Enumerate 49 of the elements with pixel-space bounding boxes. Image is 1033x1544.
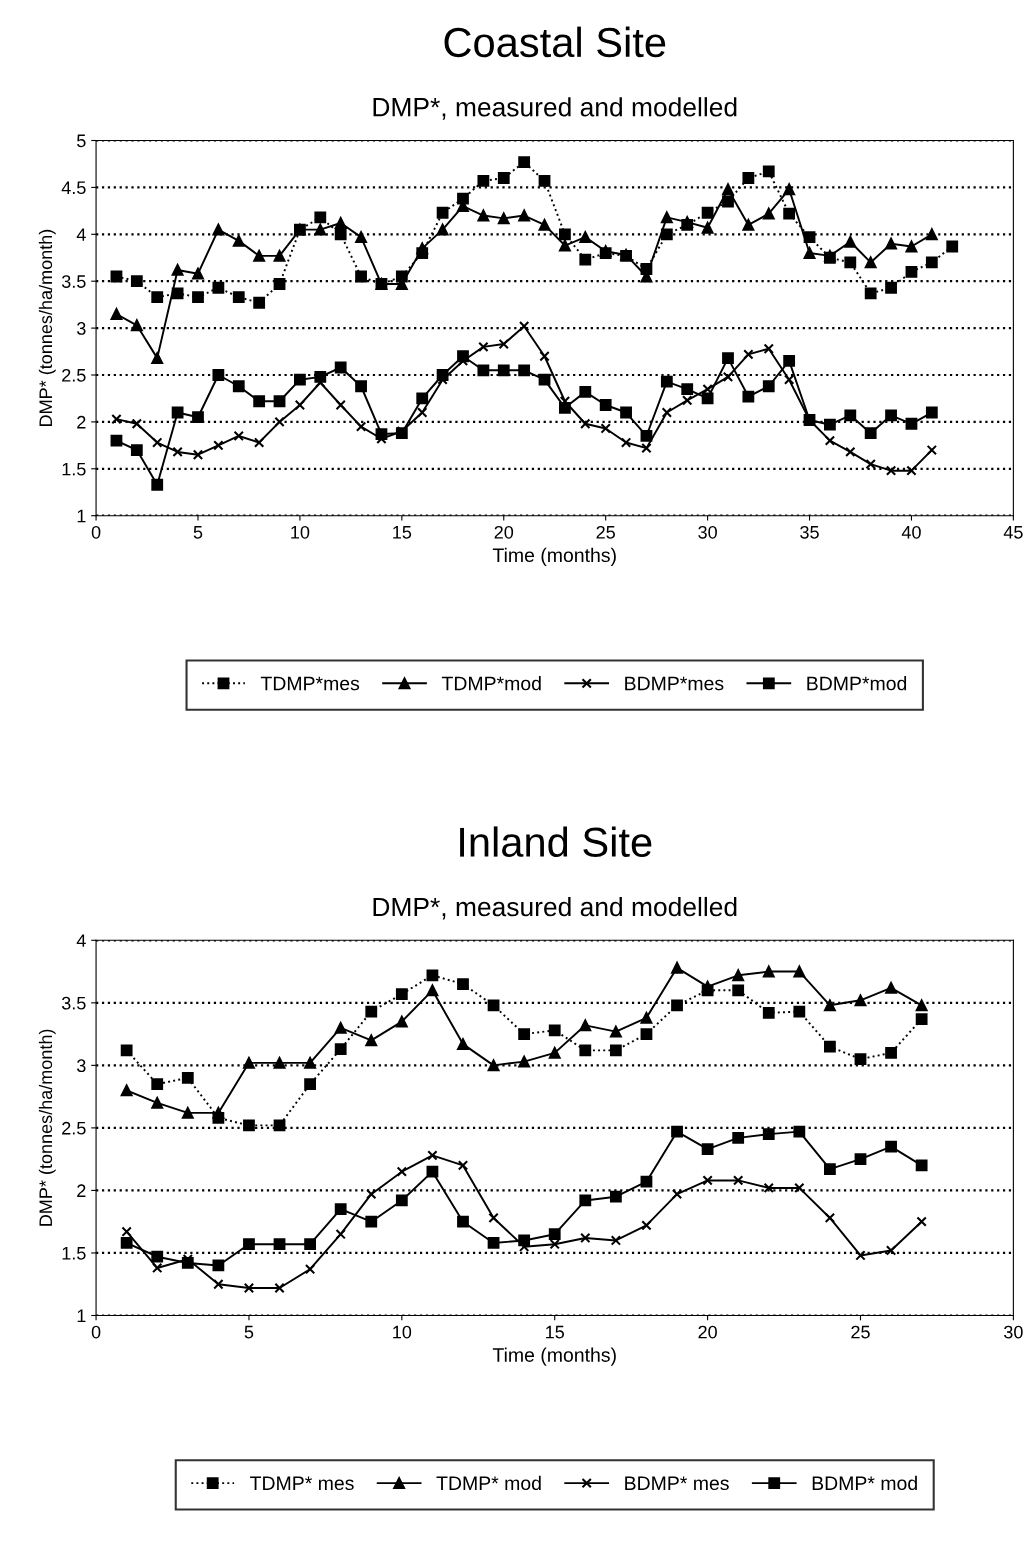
x-tick-label: 40 [901,525,921,539]
x-tick-label: 0 [91,525,101,539]
chart-title: Inland Site [460,826,652,858]
y-tick-label: 1.5 [62,462,86,476]
chart-subtitle: DMP*, measured and modelled [373,97,737,120]
y-tick-label: 2.5 [62,1121,86,1135]
y-axis-title: DMP* (tonnes/ha/month) [38,1029,56,1226]
chart-title: Coastal Site [444,26,666,58]
y-tick-label: 4.5 [61,181,86,195]
x-tick-label: 10 [393,1325,412,1339]
x-tick-label: 25 [596,525,615,539]
y-tick-label: 3.5 [61,275,86,288]
y-tick-label: 4 [76,934,86,947]
legend-label: TDMP*mod [441,676,541,691]
y-tick-label: 2 [77,415,86,429]
x-tick-label: 5 [193,526,203,539]
x-tick-label: 30 [1004,1325,1023,1339]
legend-label: TDMP* mes [250,1476,354,1491]
y-tick-label: 3 [76,1059,86,1073]
legend-label: TDMP* mod [436,1475,541,1491]
chart-subtitle: DMP*, measured and modelled [373,896,737,920]
legend-label: TDMP*mes [260,676,360,691]
y-tick-label: 1 [77,1309,86,1323]
x-tick-label: 35 [800,525,819,539]
y-tick-label: 1 [77,509,86,523]
x-tick-label: 20 [494,525,514,539]
x-tick-label: 30 [698,525,717,539]
legend-label: BDMP*mes [625,676,724,691]
y-axis-title: DMP* (tonnes/ha/month) [38,229,56,426]
legend-label: BDMP* mes [625,1476,729,1491]
x-tick-label: 15 [546,1325,565,1339]
legend-label: BDMP* mod [812,1475,917,1491]
y-tick-label: 2.5 [62,368,86,382]
x-tick-label: 15 [393,526,412,539]
x-tick-label: 45 [1003,526,1023,539]
x-tick-label: 0 [91,1325,101,1339]
y-tick-label: 3 [76,322,86,335]
x-axis-title: Time (months) [492,547,616,566]
x-tick-label: 20 [698,1325,717,1339]
x-tick-label: 25 [851,1325,870,1339]
y-tick-label: 1.5 [62,1247,86,1260]
x-tick-label: 10 [291,525,310,539]
x-tick-label: 5 [244,1325,254,1339]
legend-label: BDMP*mod [807,676,907,691]
y-tick-label: 3.5 [61,996,86,1010]
y-tick-label: 2 [77,1184,86,1197]
y-tick-label: 5 [77,134,86,148]
x-axis-title: Time (months) [492,1347,616,1366]
y-tick-label: 4 [76,228,86,241]
